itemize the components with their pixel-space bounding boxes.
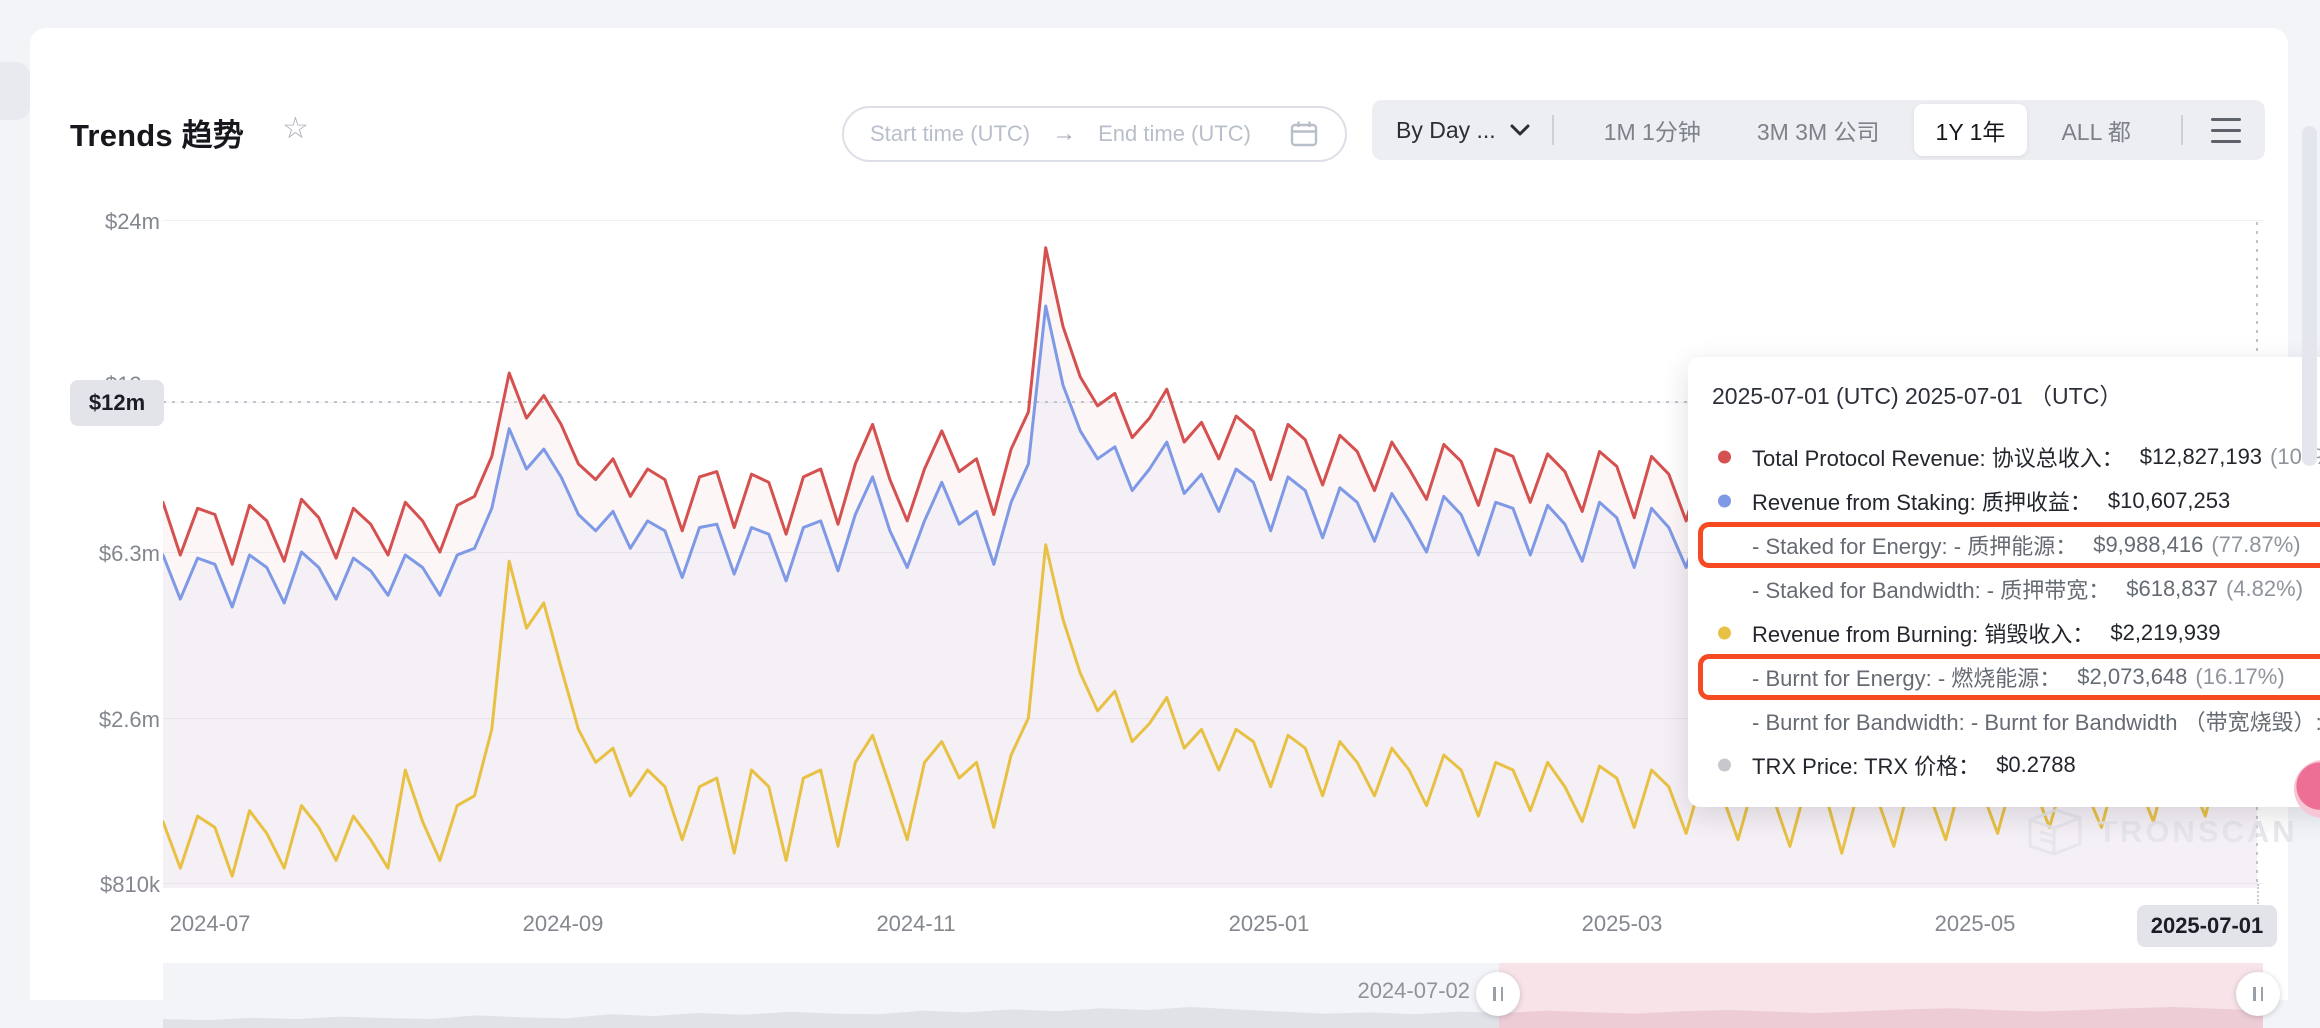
- tooltip-label: - Burnt for Energy: - 燃烧能源：: [1752, 666, 2062, 691]
- y-tick-label: $2.6m: [98, 707, 160, 732]
- tooltip-row: Revenue from Burning: 销毁收入： $2,219,939: [1712, 611, 2320, 655]
- tooltip-label: - Staked for Energy: - 质押能源：: [1752, 534, 2078, 559]
- x-tick-label: 2024-09: [522, 911, 604, 936]
- interval-controls: By Day ... 1M 1分钟 3M 3M 公司 1Y 1年 ALL 都: [1372, 100, 2265, 160]
- tooltip-label: - Burnt for Bandwidth: - Burnt for Bandw…: [1752, 710, 2320, 735]
- range-button-3m[interactable]: 3M 3M 公司: [1735, 104, 1902, 156]
- calendar-icon: [1290, 121, 1318, 147]
- y-crosshair-badge: $12m: [70, 380, 164, 426]
- page-title: Trends 趋势: [70, 118, 245, 153]
- divider: [2180, 115, 2183, 145]
- tooltip-row: - Staked for Bandwidth: - 质押带宽： $618,837 (…: [1712, 567, 2320, 611]
- gridline: [163, 402, 2263, 403]
- tronscan-watermark-text: TRONSCAN: [2098, 814, 2298, 849]
- end-time-input[interactable]: End time (UTC): [1098, 121, 1251, 146]
- tooltip-label: TRX Price: TRX 价格：: [1752, 754, 1981, 779]
- y-tick-label: $810k: [100, 872, 160, 897]
- interval-dropdown[interactable]: By Day ...: [1396, 117, 1530, 144]
- arrow-right-icon: →: [1052, 120, 1077, 147]
- tooltip-value: $2,219,939: [2110, 620, 2221, 645]
- tronscan-logo-icon: [2028, 808, 2082, 856]
- range-button-1y[interactable]: 1Y 1年: [1913, 104, 2028, 156]
- range-button-all[interactable]: ALL 都: [2039, 104, 2152, 156]
- brush-left-handle[interactable]: [1476, 972, 1520, 1016]
- tooltip-label: Revenue from Burning: 销毁收入：: [1752, 622, 2095, 647]
- favorite-star-icon[interactable]: ☆: [282, 112, 309, 145]
- tooltip-value: $9,988,416: [2093, 532, 2204, 557]
- range-brush[interactable]: [163, 963, 2263, 1028]
- gridline: [163, 718, 2263, 719]
- menu-icon[interactable]: [2205, 114, 2247, 147]
- tooltip-value: $2,073,648: [2077, 664, 2188, 689]
- chevron-down-icon: [1510, 124, 1530, 136]
- series-dot-icon: [1718, 494, 1731, 508]
- tooltip-value: $10,607,253: [2107, 488, 2231, 513]
- tooltip-row: - Staked for Energy: - 质押能源： $9,988,416 (7…: [1698, 522, 2320, 568]
- x-tick-label: 2025-03: [1581, 911, 1663, 936]
- tooltip-row: Total Protocol Revenue: 协议总收入： $12,827,19…: [1712, 435, 2320, 479]
- trends-card: Trends 趋势 ☆ Start time (UTC) → End time …: [30, 28, 2320, 1028]
- brush-right-handle[interactable]: [2236, 972, 2280, 1016]
- tooltip-row: Revenue from Staking: 质押收益： $10,607,253: [1712, 479, 2320, 523]
- tooltip-value: $12,827,193: [2139, 444, 2263, 469]
- tooltip-date: 2025-07-01 (UTC) 2025-07-01 （UTC）: [1712, 383, 2123, 409]
- scrollbar-thumb[interactable]: [2302, 126, 2317, 466]
- y-tick-label: $6.3m: [98, 541, 160, 566]
- chart-tooltip: 2025-07-01 (UTC) 2025-07-01 （UTC） Total …: [1688, 357, 2320, 807]
- tooltip-value: $618,837: [2126, 576, 2218, 601]
- tronscan-watermark: TRONSCAN: [2026, 806, 2298, 858]
- gridline: [163, 883, 2263, 884]
- tooltip-row: - Burnt for Bandwidth: - Burnt for Bandw…: [1712, 699, 2320, 743]
- gridline: [163, 220, 2263, 221]
- tooltip-percent: (16.17%): [2195, 664, 2285, 689]
- tooltip-row: TRX Price: TRX 价格： $0.2788: [1712, 743, 2320, 787]
- date-range-picker[interactable]: Start time (UTC) → End time (UTC): [842, 106, 1347, 162]
- y-tick-label: $24m: [104, 209, 160, 234]
- range-button-1m[interactable]: 1M 1分钟: [1582, 104, 1723, 156]
- series-dot-icon: [1718, 626, 1731, 640]
- start-time-input[interactable]: Start time (UTC): [870, 121, 1031, 146]
- gridline: [163, 552, 2263, 553]
- tooltip-label: Total Protocol Revenue: 协议总收入：: [1752, 446, 2124, 471]
- x-tick-label: 2024-11: [876, 911, 956, 936]
- tooltip-row: - Burnt for Energy: - 燃烧能源： $2,073,648 (16…: [1698, 654, 2320, 700]
- tooltip-percent: (4.82%): [2226, 576, 2304, 601]
- x-tick-label: 2024-07: [169, 911, 251, 936]
- x-crosshair-badge: 2025-07-01: [2137, 905, 2277, 947]
- brush-start-date: 2024-07-02: [1357, 978, 1470, 1003]
- crosshair-extension: [2257, 884, 2259, 904]
- tooltip-label: - Staked for Bandwidth: - 质押带宽：: [1752, 578, 2111, 603]
- series-dot-icon: [1718, 450, 1731, 464]
- series-dot-icon: [1718, 758, 1731, 772]
- tooltip-value: $0.2788: [1996, 752, 2076, 777]
- side-panel-tab[interactable]: [0, 62, 30, 120]
- tooltip-percent: (77.87%): [2211, 532, 2301, 557]
- tooltip-label: Revenue from Staking: 质押收益：: [1752, 490, 2092, 515]
- x-tick-label: 2025-05: [1934, 911, 2016, 936]
- divider: [1551, 115, 1554, 145]
- interval-dropdown-label: By Day ...: [1396, 116, 1496, 143]
- x-tick-label: 2025-01: [1228, 911, 1310, 936]
